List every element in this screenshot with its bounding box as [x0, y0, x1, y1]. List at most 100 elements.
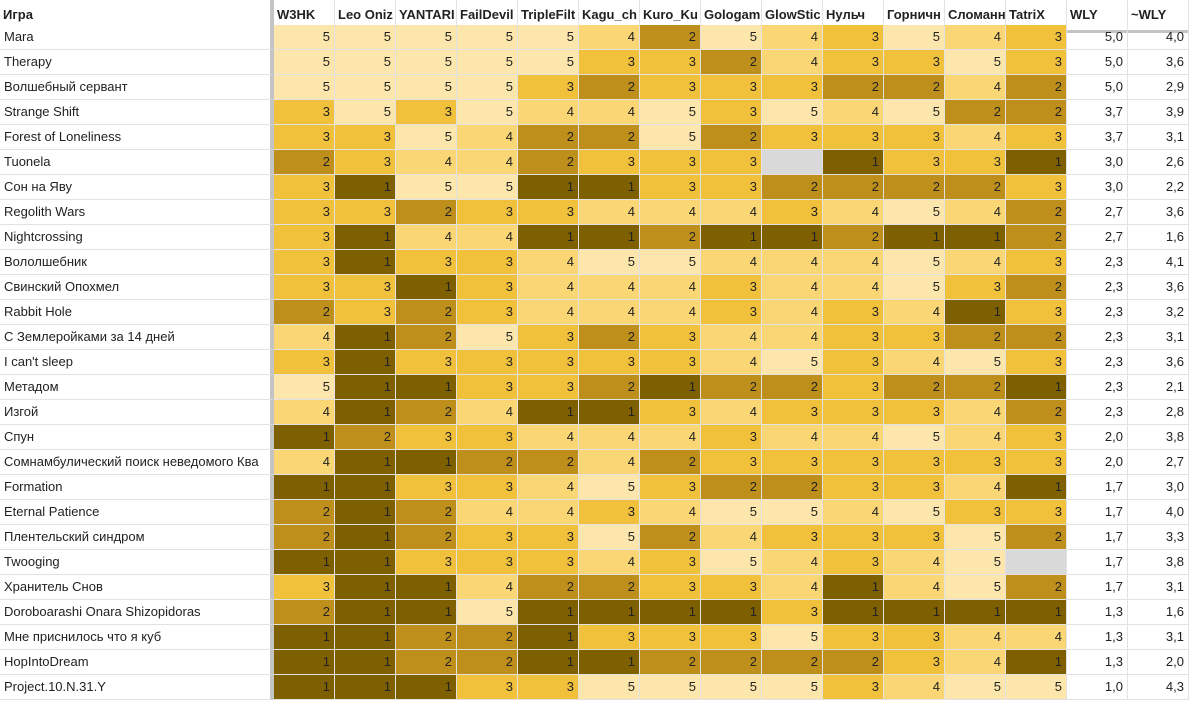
- average-cell: 1,6: [1128, 225, 1189, 250]
- rating-cell: 3: [823, 325, 884, 350]
- rating-cell: 4: [701, 250, 762, 275]
- rating-cell: 1: [274, 675, 335, 700]
- rating-cell: 3: [518, 525, 579, 550]
- rating-cell: 2: [396, 200, 457, 225]
- rating-cell: 4: [457, 575, 518, 600]
- rating-cell: 3: [396, 425, 457, 450]
- rating-cell: 5: [396, 175, 457, 200]
- average-cell: 2,3: [1067, 275, 1128, 300]
- rating-cell: 1: [701, 225, 762, 250]
- average-cell: 2,3: [1067, 250, 1128, 275]
- rating-cell: 4: [945, 200, 1006, 225]
- rating-cell: 3: [884, 50, 945, 75]
- rating-cell: 3: [640, 75, 701, 100]
- rating-cell: 2: [945, 100, 1006, 125]
- average-cell: 3,7: [1067, 100, 1128, 125]
- rating-cell: 4: [945, 425, 1006, 450]
- rating-cell: 4: [945, 250, 1006, 275]
- rating-cell: 5: [335, 75, 396, 100]
- rating-cell: 5: [945, 350, 1006, 375]
- rating-cell: 2: [701, 650, 762, 675]
- average-cell: 2,7: [1067, 200, 1128, 225]
- average-cell: 4,0: [1128, 500, 1189, 525]
- rating-cell: 4: [945, 475, 1006, 500]
- rating-cell: 4: [518, 475, 579, 500]
- rating-cell: 1: [335, 250, 396, 275]
- average-cell: 2,0: [1128, 650, 1189, 675]
- rating-cell: 5: [640, 125, 701, 150]
- rating-cell: 3: [823, 25, 884, 50]
- rating-cell: 3: [640, 325, 701, 350]
- average-cell: 3,6: [1128, 50, 1189, 75]
- rating-cell: 5: [457, 600, 518, 625]
- rating-cell: 3: [640, 625, 701, 650]
- rating-cell: 2: [396, 650, 457, 675]
- rating-cell: 3: [579, 500, 640, 525]
- rating-cell: 3: [640, 550, 701, 575]
- rating-cell: 3: [701, 300, 762, 325]
- average-cell: 2,0: [1067, 450, 1128, 475]
- rating-cell: 4: [762, 325, 823, 350]
- rating-cell: 1: [335, 625, 396, 650]
- rating-cell: 4: [640, 300, 701, 325]
- rating-cell: 1: [396, 450, 457, 475]
- rating-cell: 1: [335, 175, 396, 200]
- rating-cell: 3: [823, 550, 884, 575]
- rating-cell: 5: [762, 625, 823, 650]
- rating-cell: 4: [823, 250, 884, 275]
- rating-cell: 1: [945, 600, 1006, 625]
- rating-cell: 2: [945, 375, 1006, 400]
- rating-cell: 2: [1006, 225, 1067, 250]
- rating-cell: 5: [701, 500, 762, 525]
- average-cell: 3,1: [1128, 125, 1189, 150]
- rating-cell: 1: [335, 600, 396, 625]
- rating-cell: 4: [579, 275, 640, 300]
- rating-cell: 3: [457, 675, 518, 700]
- rating-cell: 3: [945, 150, 1006, 175]
- rating-cell: 5: [945, 550, 1006, 575]
- rating-cell: 4: [396, 225, 457, 250]
- rating-cell: 3: [274, 125, 335, 150]
- rating-cell: 1: [335, 525, 396, 550]
- rating-cell: 3: [945, 500, 1006, 525]
- game-name: Formation: [0, 475, 274, 500]
- rating-cell: 1: [335, 675, 396, 700]
- average-cell: 1,0: [1067, 675, 1128, 700]
- rating-cell: 1: [396, 675, 457, 700]
- average-cell: 5,0: [1067, 25, 1128, 50]
- rating-cell: 4: [579, 450, 640, 475]
- rating-cell: 4: [762, 300, 823, 325]
- rating-cell: 1: [274, 425, 335, 450]
- rating-cell: 1: [335, 575, 396, 600]
- rating-cell: 3: [701, 75, 762, 100]
- rating-cell: 5: [274, 50, 335, 75]
- rating-cell: 2: [701, 375, 762, 400]
- rating-cell: 4: [579, 550, 640, 575]
- rating-cell: 4: [640, 425, 701, 450]
- rating-cell: 4: [884, 300, 945, 325]
- game-name: Strange Shift: [0, 100, 274, 125]
- rating-cell: 1: [396, 275, 457, 300]
- game-name: Doroboarashi Onara Shizopidoras: [0, 600, 274, 625]
- rating-cell: 3: [884, 450, 945, 475]
- rating-cell: 1: [335, 225, 396, 250]
- rating-cell: 3: [457, 550, 518, 575]
- rating-cell: 5: [884, 200, 945, 225]
- average-cell: 2,3: [1067, 400, 1128, 425]
- rating-cell: 3: [274, 200, 335, 225]
- game-name: Project.10.N.31.Y: [0, 675, 274, 700]
- rating-cell: 4: [640, 200, 701, 225]
- rating-cell: 5: [396, 125, 457, 150]
- rating-cell: 4: [579, 425, 640, 450]
- rating-cell: 4: [518, 250, 579, 275]
- rating-cell: 4: [762, 250, 823, 275]
- rating-cell: 5: [335, 100, 396, 125]
- rating-cell: 1: [335, 475, 396, 500]
- average-cell: 2,3: [1067, 375, 1128, 400]
- rating-cell: 1: [335, 500, 396, 525]
- rating-cell: 5: [884, 275, 945, 300]
- rating-cell: 1: [579, 600, 640, 625]
- rating-cell: 2: [274, 525, 335, 550]
- average-cell: 2,1: [1128, 375, 1189, 400]
- rating-cell: 3: [640, 575, 701, 600]
